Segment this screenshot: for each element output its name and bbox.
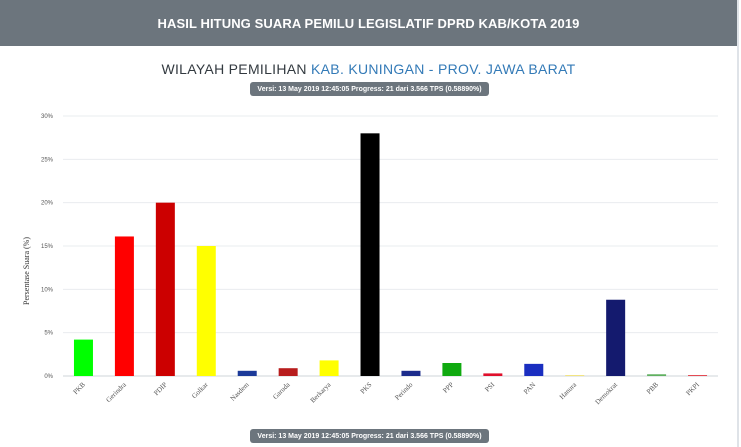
- bar-garuda[interactable]: [278, 368, 298, 376]
- y-tick-label: 30%: [41, 114, 54, 120]
- bar-pdip[interactable]: [155, 202, 175, 376]
- x-tick-label-ppp: PPP: [441, 381, 455, 395]
- region-prefix: WILAYAH PEMILIHAN: [161, 61, 307, 77]
- page-title: HASIL HITUNG SUARA PEMILU LEGISLATIF DPR…: [157, 15, 580, 31]
- y-tick-label: 10%: [41, 287, 54, 293]
- x-tick-label-pks: PKS: [359, 381, 374, 396]
- y-axis-title: Persentase Suara (%): [22, 237, 31, 305]
- x-tick-label-pdip: PDIP: [152, 381, 168, 397]
- bars: [73, 133, 708, 376]
- x-tick-label-nasdem: Nasdem: [229, 380, 251, 402]
- bar-hanura[interactable]: [565, 375, 585, 376]
- x-tick-labels: PKB Gerindra PDIP Golkar Nasdem Garuda Berkary…: [72, 380, 702, 406]
- bar-demokrat[interactable]: [606, 299, 626, 376]
- x-tick-label-berkarya: Berkarya: [309, 380, 333, 404]
- bar-golkar[interactable]: [196, 246, 216, 376]
- bar-pks[interactable]: [360, 133, 380, 376]
- bar-psi[interactable]: [483, 373, 503, 376]
- x-tick-label-pkpi: PKPI: [685, 380, 702, 397]
- vote-share-bar-chart: 0% 5% 10% 15% 20% 25% 30% PKB Gerindra PDIP Golka…: [22, 114, 718, 406]
- y-tick-labels: 0% 5% 10% 15% 20% 25% 30%: [41, 114, 54, 380]
- x-tick-label-hanura: Hanura: [558, 380, 579, 401]
- y-tick-label: 15%: [41, 244, 54, 250]
- x-tick-label-demokrat: Demokrat: [594, 381, 619, 406]
- bar-nasdem[interactable]: [237, 370, 257, 376]
- x-tick-label-golkar: Golkar: [190, 380, 210, 400]
- x-tick-label-pbb: PBB: [645, 381, 660, 396]
- bar-pkb[interactable]: [73, 339, 93, 376]
- x-tick-label-gerindra: Gerindra: [105, 380, 129, 404]
- x-tick-label-pkb: PKB: [72, 381, 88, 397]
- bar-ppp[interactable]: [442, 363, 462, 376]
- x-tick-label-garuda: Garuda: [271, 380, 292, 401]
- region-title: WILAYAH PEMILIHAN KAB. KUNINGAN - PROV. …: [0, 61, 737, 77]
- y-tick-label: 5%: [44, 331, 53, 337]
- bar-pan[interactable]: [524, 363, 544, 376]
- page-header: HASIL HITUNG SUARA PEMILU LEGISLATIF DPR…: [0, 0, 737, 46]
- bar-gerindra[interactable]: [114, 236, 134, 376]
- y-tick-label: 20%: [41, 201, 54, 207]
- bar-pkpi[interactable]: [688, 375, 708, 376]
- x-tick-label-pan: PAN: [522, 381, 537, 396]
- bar-perindo[interactable]: [401, 370, 421, 376]
- region-name-link[interactable]: KAB. KUNINGAN - PROV. JAWA BARAT: [311, 61, 576, 77]
- y-tick-label: 0%: [44, 374, 53, 380]
- x-tick-label-psi: PSI: [483, 380, 496, 393]
- bar-berkarya[interactable]: [319, 360, 339, 376]
- y-tick-label: 25%: [41, 157, 54, 163]
- bar-pbb[interactable]: [647, 374, 667, 376]
- version-badge-bottom: Versi: 13 May 2019 12:45:05 Progress: 21…: [250, 429, 489, 443]
- version-badge-top: Versi: 13 May 2019 12:45:05 Progress: 21…: [250, 82, 489, 96]
- x-tick-label-perindo: Perindo: [393, 380, 414, 401]
